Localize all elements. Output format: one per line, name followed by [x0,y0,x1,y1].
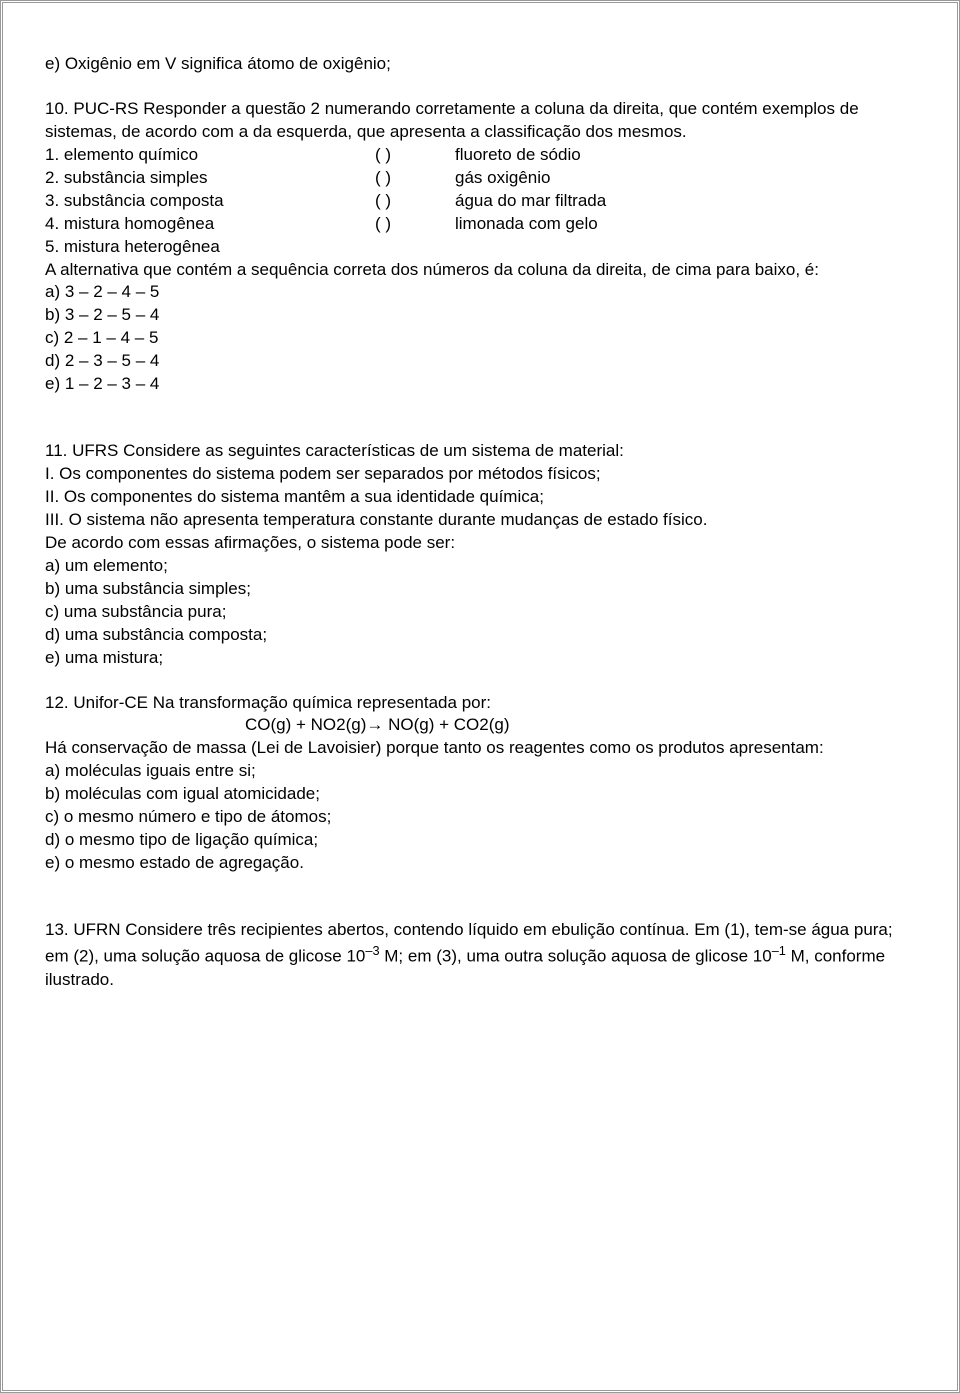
text-line: II. Os componentes do sistema mantêm a s… [45,486,915,509]
q12-equation: CO(g) + NO2(g)→ NO(g) + CO2(g) [45,714,915,737]
match-paren: ( ) [375,144,455,167]
text-line: III. O sistema não apresenta temperatura… [45,509,915,532]
option: c) uma substância pura; [45,601,915,624]
match-paren: ( ) [375,213,455,236]
option: c) 2 – 1 – 4 – 5 [45,327,915,350]
option: b) uma substância simples; [45,578,915,601]
match-left: 2. substância simples [45,167,375,190]
match-left: 5. mistura heterogênea [45,236,375,259]
match-row: 5. mistura heterogênea [45,236,915,259]
option: b) 3 – 2 – 5 – 4 [45,304,915,327]
question-13: 13. UFRN Considere três recipientes aber… [45,919,915,991]
text-line: I. Os componentes do sistema podem ser s… [45,463,915,486]
text-line: 11. UFRS Considere as seguintes caracter… [45,440,915,463]
q10-stem: A alternativa que contém a sequência cor… [45,259,915,282]
superscript: –1 [772,943,786,958]
match-left: 4. mistura homogênea [45,213,375,236]
q12-stem: Há conservação de massa (Lei de Lavoisie… [45,737,915,760]
option: e) uma mistura; [45,647,915,670]
option: e) o mesmo estado de agregação. [45,852,915,875]
question-12: 12. Unifor-CE Na transformação química r… [45,692,915,876]
question-11: 11. UFRS Considere as seguintes caracter… [45,440,915,669]
superscript: –3 [365,943,379,958]
text-line: e) Oxigênio em V significa átomo de oxig… [45,53,915,76]
match-paren [375,236,455,259]
match-paren: ( ) [375,190,455,213]
option: d) o mesmo tipo de ligação química; [45,829,915,852]
option: a) um elemento; [45,555,915,578]
match-row: 1. elemento químico ( ) fluoreto de sódi… [45,144,915,167]
text-line: De acordo com essas afirmações, o sistem… [45,532,915,555]
option: d) uma substância composta; [45,624,915,647]
option: c) o mesmo número e tipo de átomos; [45,806,915,829]
match-right: água do mar filtrada [455,190,606,213]
match-right: gás oxigênio [455,167,550,190]
match-row: 2. substância simples ( ) gás oxigênio [45,167,915,190]
option: b) moléculas com igual atomicidade; [45,783,915,806]
match-row: 3. substância composta ( ) água do mar f… [45,190,915,213]
match-paren: ( ) [375,167,455,190]
text-seg: M; em (3), uma outra solução aquosa de g… [380,947,772,966]
option: a) 3 – 2 – 4 – 5 [45,281,915,304]
option: a) moléculas iguais entre si; [45,760,915,783]
q10-intro: 10. PUC-RS Responder a questão 2 numeran… [45,98,915,144]
q12-intro: 12. Unifor-CE Na transformação química r… [45,692,915,715]
match-left: 3. substância composta [45,190,375,213]
match-right: fluoreto de sódio [455,144,581,167]
match-left: 1. elemento químico [45,144,375,167]
match-row: 4. mistura homogênea ( ) limonada com ge… [45,213,915,236]
q9-option-e: e) Oxigênio em V significa átomo de oxig… [45,53,915,76]
q13-text: 13. UFRN Considere três recipientes aber… [45,919,915,991]
question-10: 10. PUC-RS Responder a questão 2 numeran… [45,98,915,396]
option: e) 1 – 2 – 3 – 4 [45,373,915,396]
match-right: limonada com gelo [455,213,598,236]
option: d) 2 – 3 – 5 – 4 [45,350,915,373]
